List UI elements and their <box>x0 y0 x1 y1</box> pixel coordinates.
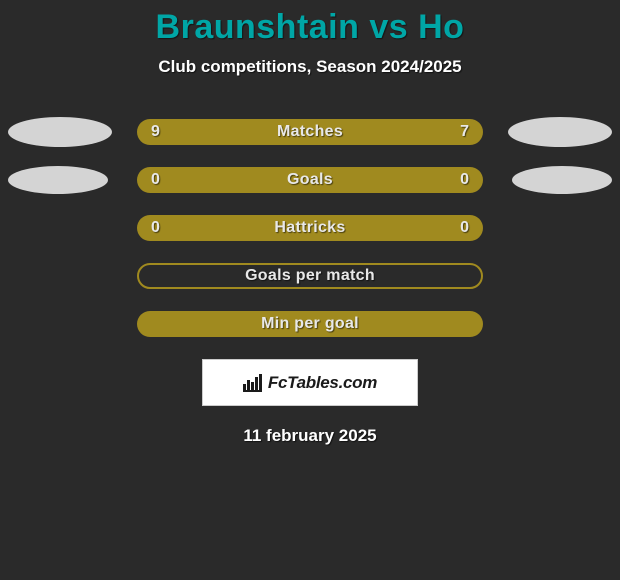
stat-value-right: 0 <box>460 219 469 237</box>
stat-bar: Goals per match <box>137 263 483 289</box>
stat-row: Min per goal <box>0 311 620 337</box>
stat-label: Goals <box>287 171 333 189</box>
stat-value-right: 7 <box>460 123 469 141</box>
player2-ellipse <box>512 166 612 194</box>
stat-value-left: 0 <box>151 219 160 237</box>
player1-ellipse <box>8 166 108 194</box>
stat-label: Min per goal <box>261 315 359 333</box>
vs-text: vs <box>369 8 408 46</box>
stat-row: 0 Goals 0 <box>0 167 620 193</box>
player1-ellipse <box>8 117 112 147</box>
stat-value-left: 0 <box>151 171 160 189</box>
stat-value-right: 0 <box>460 171 469 189</box>
stat-bar: 0 Hattricks 0 <box>137 215 483 241</box>
bar-chart-icon <box>243 374 263 392</box>
stat-label: Matches <box>277 123 343 141</box>
player1-name: Braunshtain <box>156 8 360 46</box>
page-title: Braunshtain vs Ho <box>0 8 620 47</box>
stat-value-left: 9 <box>151 123 160 141</box>
stat-label: Hattricks <box>274 219 345 237</box>
player2-ellipse <box>508 117 612 147</box>
player2-name: Ho <box>418 8 464 46</box>
source-badge[interactable]: FcTables.com <box>202 359 418 406</box>
badge-text: FcTables.com <box>268 373 377 393</box>
date-text: 11 february 2025 <box>0 426 620 446</box>
stat-row: 9 Matches 7 <box>0 119 620 145</box>
stat-row: Goals per match <box>0 263 620 289</box>
stat-bar: Min per goal <box>137 311 483 337</box>
stats-area: 9 Matches 7 0 Goals 0 0 Hattricks 0 Goals per mat… <box>0 119 620 337</box>
stat-label: Goals per match <box>245 267 375 285</box>
subtitle: Club competitions, Season 2024/2025 <box>0 57 620 77</box>
stat-bar: 9 Matches 7 <box>137 119 483 145</box>
stat-bar: 0 Goals 0 <box>137 167 483 193</box>
stat-row: 0 Hattricks 0 <box>0 215 620 241</box>
